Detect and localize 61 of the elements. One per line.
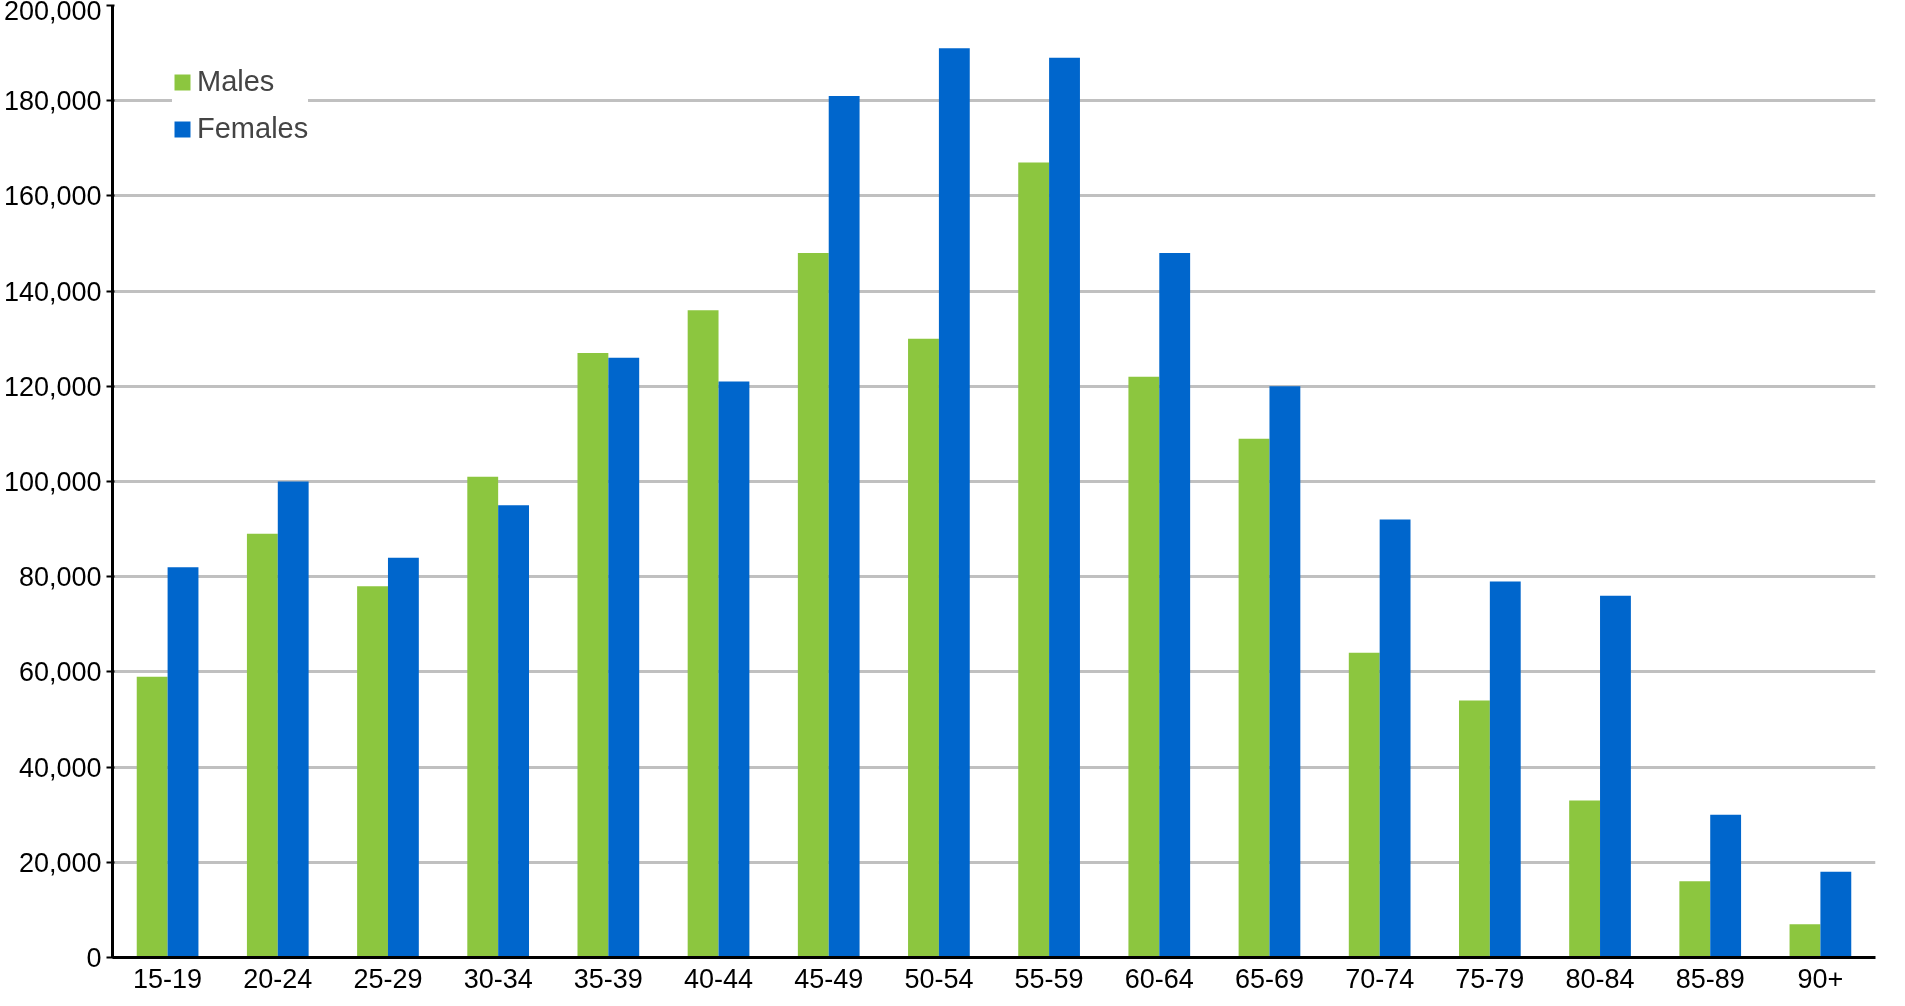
legend-label: Females [197, 112, 309, 145]
y-tick-label: 20,000 [18, 847, 102, 878]
bar [1458, 700, 1490, 958]
x-tick-label: 75-79 [1455, 963, 1525, 994]
x-tick-label: 30-34 [463, 963, 533, 994]
bar [1789, 924, 1821, 958]
bar [1049, 57, 1080, 958]
bar [687, 310, 719, 958]
x-tick-label: 60-64 [1124, 963, 1194, 994]
bar [718, 381, 750, 958]
y-tick-label: 180,000 [3, 86, 102, 117]
bar [277, 481, 309, 958]
bar [1269, 386, 1301, 958]
bar [577, 352, 609, 958]
x-tick-label: 65-69 [1234, 963, 1304, 994]
x-tick-label: 40-44 [684, 963, 754, 994]
y-tick-label: 160,000 [3, 181, 102, 212]
bar [1710, 814, 1742, 958]
x-tick-label: 55-59 [1014, 963, 1084, 994]
bar [1348, 652, 1380, 958]
bar [908, 338, 939, 958]
bar [938, 48, 970, 958]
bar [797, 253, 829, 958]
y-tick-label: 0 [86, 943, 102, 973]
y-tick-label: 60,000 [18, 657, 102, 688]
y-tick-label: 100,000 [3, 467, 102, 497]
bar [1600, 595, 1631, 958]
x-tick-label: 20-24 [243, 963, 313, 994]
x-tick-label: 80-84 [1565, 963, 1635, 994]
x-tick-label: 15-19 [133, 963, 203, 994]
bar [498, 505, 530, 958]
bar [357, 586, 388, 958]
bar [467, 476, 499, 958]
y-tick-label: 80,000 [18, 562, 102, 593]
y-tick-label: 140,000 [3, 276, 102, 307]
x-tick-label: 90+ [1797, 963, 1844, 994]
bar [1679, 881, 1711, 958]
bar [1379, 519, 1411, 958]
x-tick-label: 35-39 [573, 963, 643, 994]
y-tick-label: 120,000 [3, 371, 102, 402]
y-tick-label: 40,000 [18, 752, 102, 783]
bar [608, 357, 640, 958]
bar [167, 567, 199, 958]
x-tick-label: 45-49 [794, 963, 864, 994]
bar [387, 557, 419, 958]
x-tick-label: 50-54 [904, 963, 974, 994]
bar [1018, 162, 1050, 958]
bar [1128, 376, 1160, 958]
x-tick-label: 85-89 [1675, 963, 1745, 994]
bar [1820, 871, 1852, 958]
x-tick-label: 25-29 [353, 963, 423, 994]
bar [828, 95, 860, 958]
bar [1569, 800, 1601, 958]
y-tick-label: 200,000 [3, 0, 102, 26]
bar [136, 676, 168, 958]
legend-label: Males [197, 65, 275, 98]
bar [1238, 438, 1270, 958]
bar [246, 533, 278, 958]
bar [1159, 253, 1191, 958]
bar [1489, 581, 1521, 958]
x-tick-label: 70-74 [1345, 963, 1415, 994]
